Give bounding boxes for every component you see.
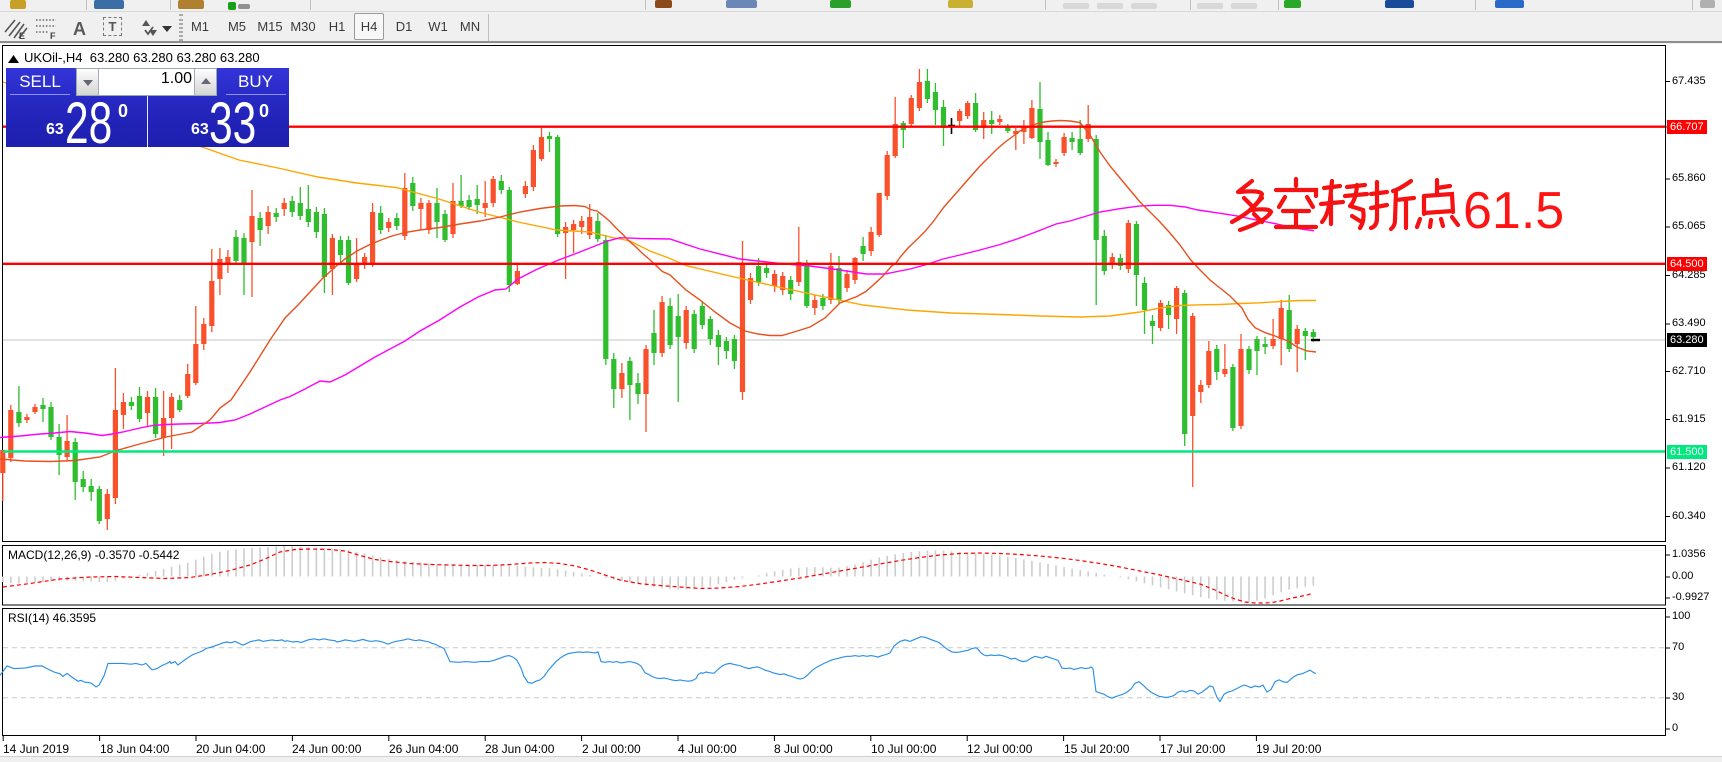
- svg-text:F: F: [50, 31, 56, 40]
- svg-text:E: E: [19, 31, 25, 40]
- svg-text:61.5: 61.5: [1463, 182, 1564, 240]
